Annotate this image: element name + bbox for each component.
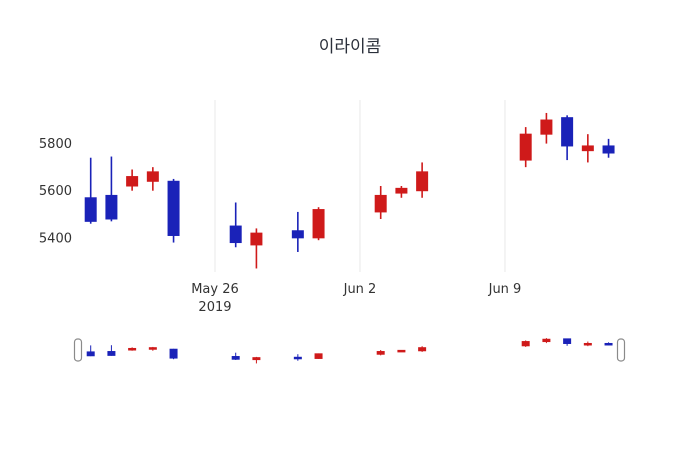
mini-candle-body xyxy=(376,351,385,355)
candle-body[interactable] xyxy=(167,180,180,236)
mini-candle-body xyxy=(604,342,613,346)
mini-candle-body xyxy=(397,349,406,353)
y-tick-label: 5600 xyxy=(39,184,72,199)
candle-body[interactable] xyxy=(519,133,532,161)
candle-body[interactable] xyxy=(561,117,574,147)
candle-body[interactable] xyxy=(105,194,118,220)
candle-body[interactable] xyxy=(540,119,553,135)
mini-candle-body xyxy=(293,356,302,360)
candle-body[interactable] xyxy=(395,187,408,194)
mini-candle-body xyxy=(418,347,427,352)
mini-candle-body xyxy=(563,338,572,344)
candle-body[interactable] xyxy=(581,145,594,152)
y-tick-label: 5400 xyxy=(39,231,72,246)
rangeslider-track[interactable] xyxy=(78,332,621,368)
x-tick-label: Jun 2 xyxy=(343,282,377,297)
candle-body[interactable] xyxy=(312,209,325,239)
candle-body[interactable] xyxy=(602,145,615,154)
candle-body[interactable] xyxy=(126,176,139,187)
mini-candle-body xyxy=(169,348,178,359)
mini-candle-body xyxy=(148,347,157,350)
candle-body[interactable] xyxy=(250,232,263,246)
candle-body[interactable] xyxy=(229,225,242,244)
mini-candle-body xyxy=(542,338,551,343)
mini-candle-body xyxy=(128,347,137,351)
candle-body[interactable] xyxy=(291,230,304,239)
mini-candle-body xyxy=(521,341,530,347)
x-tick-label: Jun 9 xyxy=(488,282,522,297)
plot-area[interactable] xyxy=(78,100,621,272)
mini-candle-body xyxy=(86,351,95,357)
candle-body[interactable] xyxy=(374,194,387,213)
candle-body[interactable] xyxy=(84,197,97,222)
rangeslider-left-handle[interactable] xyxy=(73,338,83,362)
rangeslider-right-handle[interactable] xyxy=(616,338,626,362)
x-tick-sublabel: 2019 xyxy=(198,300,231,315)
mini-candle-body xyxy=(107,351,116,356)
candle-body[interactable] xyxy=(146,171,159,182)
mini-candle-body xyxy=(583,342,592,346)
mini-candle-body xyxy=(252,357,261,361)
chart-title: 이라이콤 xyxy=(318,37,382,57)
mini-candle-body xyxy=(231,356,240,360)
mini-candle-body xyxy=(314,353,323,359)
y-tick-label: 5800 xyxy=(39,137,72,152)
candle-body[interactable] xyxy=(416,171,429,192)
x-tick-label: May 26 xyxy=(191,282,239,297)
